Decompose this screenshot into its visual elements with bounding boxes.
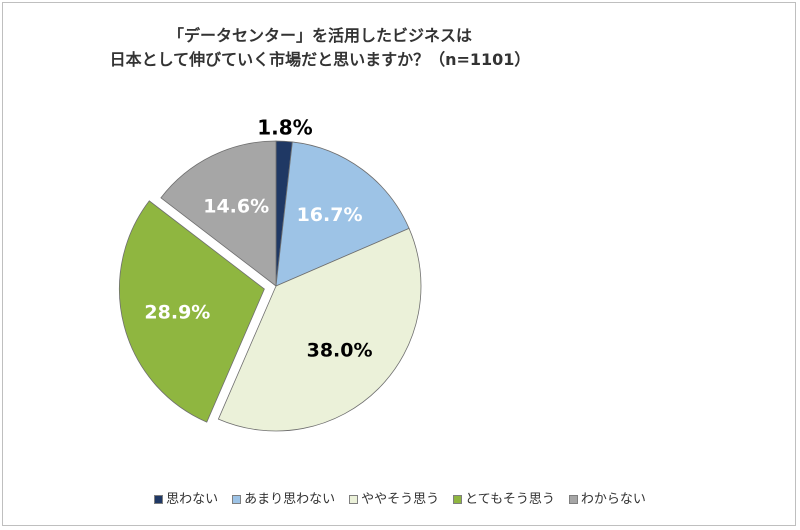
chart-title-line1: 「データセンター」を活用したビジネスは bbox=[167, 26, 472, 45]
legend-swatch-0 bbox=[154, 495, 164, 504]
chart-title-line2: 日本として伸びていく市場だと思いますか？（n=1101） bbox=[109, 50, 531, 69]
legend-item-3: とてもそう思う bbox=[453, 488, 555, 507]
legend-item-1: あまり思わない bbox=[232, 488, 335, 507]
legend-swatch-2 bbox=[349, 495, 359, 504]
legend-item-4: わからない bbox=[568, 488, 646, 507]
legend-label-1: あまり思わない bbox=[244, 492, 336, 507]
legend-swatch-3 bbox=[453, 495, 463, 504]
legend-label-0: 思わない bbox=[166, 492, 219, 507]
legend-label-3: とてもそう思う bbox=[465, 492, 555, 507]
legend-swatch-4 bbox=[568, 495, 578, 504]
pie-label-4: 14.6% bbox=[203, 195, 269, 217]
legend-label-4: わからない bbox=[580, 492, 646, 507]
legend-label-2: ややそう思う bbox=[361, 492, 440, 507]
pie-label-1: 16.7% bbox=[297, 204, 363, 226]
legend-swatch-1 bbox=[232, 495, 242, 504]
pie-slice-3 bbox=[119, 200, 265, 423]
legend-item-0: 思わない bbox=[154, 488, 218, 507]
chart-legend: 思わない あまり思わない ややそう思う とてもそう思う わからない bbox=[0, 488, 800, 507]
pie-slice-4 bbox=[160, 140, 277, 287]
pie-label-0: 1.8% bbox=[257, 115, 312, 139]
pie-slice-2 bbox=[217, 227, 422, 432]
pie-label-3: 28.9% bbox=[144, 302, 210, 324]
legend-item-2: ややそう思う bbox=[349, 488, 439, 507]
pie-slice-1 bbox=[275, 141, 410, 287]
pie-label-2: 38.0% bbox=[307, 340, 373, 362]
